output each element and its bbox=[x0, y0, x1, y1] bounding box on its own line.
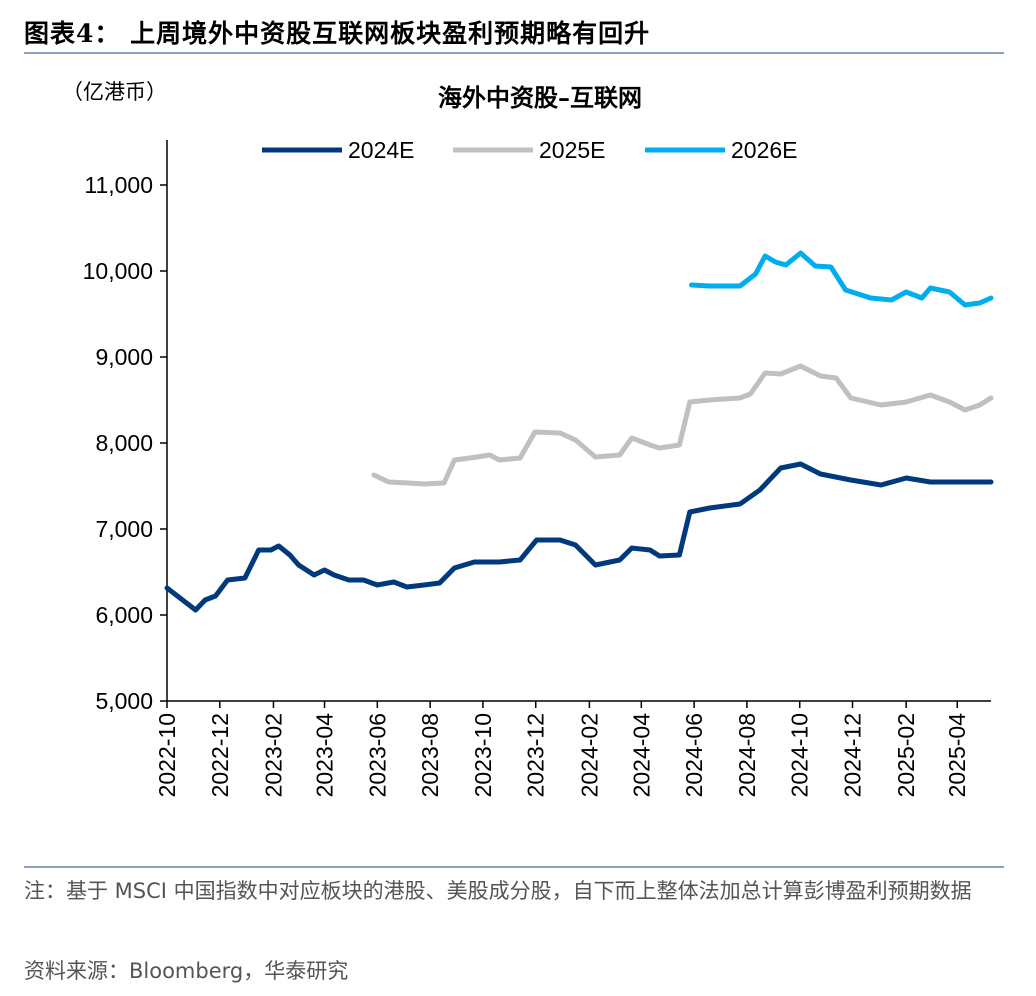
x-tick-label: 2023-02 bbox=[260, 713, 286, 797]
x-tick-label: 2024-04 bbox=[628, 713, 654, 798]
series-line-2025E bbox=[371, 363, 994, 487]
y-tick-label: 9,000 bbox=[95, 344, 153, 370]
footer-divider bbox=[24, 866, 1004, 868]
series-line-2026E bbox=[689, 250, 994, 308]
y-tick-label: 8,000 bbox=[95, 430, 153, 456]
y-tick-label: 6,000 bbox=[95, 602, 153, 628]
y-tick-label: 5,000 bbox=[95, 688, 153, 714]
chart-note: 注：基于 MSCI 中国指数中对应板块的港股、美股成分股，自下而上整体法加总计算… bbox=[24, 879, 972, 903]
figure-title: 图表4： 上周境外中资股互联网板块盈利预期略有回升 bbox=[24, 19, 651, 48]
x-tick-label: 2025-02 bbox=[893, 713, 919, 797]
chart-title: 海外中资股–互联网 bbox=[438, 83, 642, 112]
legend-label-2026E: 2026E bbox=[731, 137, 798, 163]
x-tick-label: 2023-08 bbox=[417, 713, 443, 797]
x-tick-label: 2024-08 bbox=[734, 713, 760, 797]
x-tick-label: 2024-12 bbox=[840, 713, 866, 797]
x-tick-label: 2024-06 bbox=[681, 713, 707, 797]
line-chart: 5,000 6,000 7,000 8,000 9,000 10,000 11,000 202… bbox=[83, 137, 994, 798]
x-tick-label: 2022-12 bbox=[207, 713, 233, 797]
unit-label: （亿港币） bbox=[62, 80, 167, 104]
x-tick-label: 2022-10 bbox=[154, 713, 180, 797]
title-divider bbox=[24, 52, 1004, 54]
legend-label-2025E: 2025E bbox=[539, 137, 606, 163]
x-tick-label: 2024-02 bbox=[576, 713, 602, 797]
chart-source: 资料来源：Bloomberg，华泰研究 bbox=[24, 959, 349, 983]
x-tick-label: 2025-04 bbox=[944, 713, 970, 798]
x-tick-label: 2023-12 bbox=[523, 713, 549, 797]
series-line-2024E bbox=[164, 461, 994, 613]
legend-label-2024E: 2024E bbox=[348, 137, 415, 163]
x-tick-label: 2023-06 bbox=[364, 713, 390, 797]
y-tick-label: 10,000 bbox=[83, 258, 153, 284]
y-tick-label: 7,000 bbox=[95, 516, 153, 542]
x-tick-label: 2023-04 bbox=[312, 713, 338, 798]
x-tick-label: 2024-10 bbox=[787, 713, 813, 797]
y-tick-label: 11,000 bbox=[84, 172, 153, 198]
x-tick-label: 2023-10 bbox=[470, 713, 496, 797]
